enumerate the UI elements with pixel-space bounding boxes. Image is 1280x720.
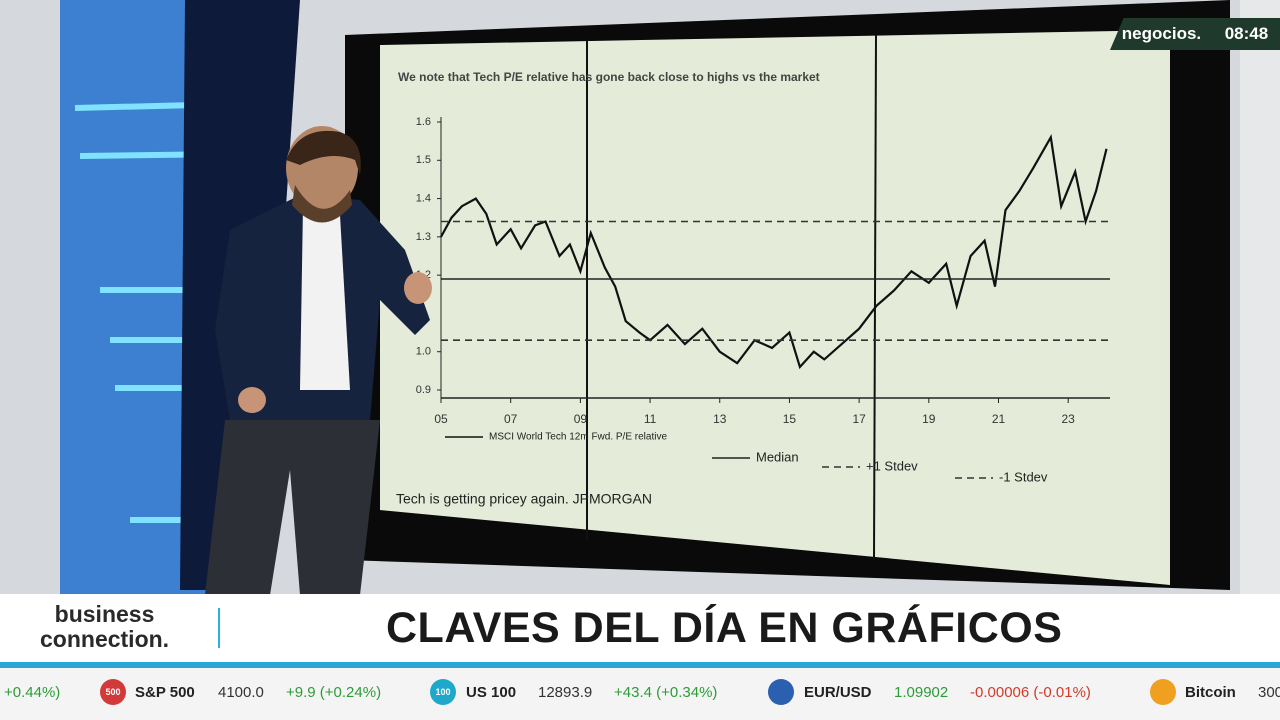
- screen-display: [380, 30, 1170, 585]
- ticker-price: 300: [1258, 684, 1280, 701]
- market-ticker: +0.44%) 500 S&P 500 4100.0 +9.9 (+0.24%)…: [0, 668, 1280, 720]
- separator: [218, 608, 220, 648]
- studio-wall: [1240, 0, 1280, 600]
- ticker-price: 12893.9: [538, 684, 593, 701]
- accent-bar: [0, 662, 1280, 668]
- ticker-badge: [768, 679, 794, 705]
- chart-title: We note that Tech P/E relative has gone …: [398, 70, 820, 84]
- channel-name: negocios.: [1121, 24, 1202, 43]
- channel-bug: negocios. 08:48: [1110, 18, 1280, 50]
- brand-line: business: [54, 601, 155, 627]
- legend-label: Median: [756, 449, 799, 464]
- legend-label: -1 Stdev: [999, 469, 1048, 484]
- ticker-change: +9.9 (+0.24%): [286, 684, 382, 701]
- screen-chart: We note that Tech P/E relative has gone …: [396, 70, 1110, 507]
- legend-label: +1 Stdev: [866, 458, 918, 473]
- x-tick-label: 13: [713, 412, 727, 426]
- y-tick-label: 0.9: [416, 384, 431, 396]
- ticker-change: +43.4 (+0.34%): [614, 684, 718, 701]
- x-tick-label: 19: [922, 412, 936, 426]
- screen-seam: [873, 34, 877, 561]
- x-tick-label: 09: [574, 412, 588, 426]
- ticker-name: Bitcoin: [1185, 684, 1236, 701]
- ticker-name: US 100: [466, 684, 517, 701]
- ticker-name: S&P 500: [135, 684, 195, 701]
- x-tick-label: 21: [992, 412, 1006, 426]
- presenter: [205, 126, 432, 595]
- ticker-change: -0.00006 (-0.01%): [970, 684, 1091, 701]
- y-tick-label: 1.6: [416, 116, 431, 128]
- ticker-price: 4100.0: [218, 684, 264, 701]
- ticker-change: +0.44%): [4, 684, 61, 701]
- legend-label: MSCI World Tech 12m Fwd. P/E relative: [489, 432, 667, 443]
- x-tick-label: 17: [852, 412, 866, 426]
- y-tick-label: 1.5: [416, 154, 431, 166]
- x-tick-label: 15: [783, 412, 797, 426]
- x-tick-label: 11: [644, 412, 657, 426]
- y-tick-label: 1.0: [416, 346, 431, 358]
- ticker-badge: [1150, 679, 1176, 705]
- x-tick-label: 05: [434, 412, 448, 426]
- ticker-price: 1.09902: [894, 684, 949, 701]
- brand-logo: business connection.: [40, 602, 169, 652]
- brand-line: connection.: [40, 626, 170, 652]
- ticker-name: EUR/USD: [804, 684, 872, 701]
- ticker-badge: 100: [430, 679, 456, 705]
- y-tick-label: 1.4: [416, 192, 431, 204]
- x-tick-label: 07: [504, 412, 518, 426]
- series-line: [440, 134, 1108, 370]
- lower-third: business connection. CLAVES DEL DÍA EN G…: [0, 594, 1280, 662]
- clock: 08:48: [1224, 24, 1269, 43]
- x-tick-label: 23: [1062, 412, 1076, 426]
- headline: CLAVES DEL DÍA EN GRÁFICOS: [386, 604, 1063, 652]
- y-tick-label: 1.3: [416, 231, 431, 243]
- ticker-badge: 500: [100, 679, 126, 705]
- chart-note: Tech is getting pricey again. JPMORGAN: [396, 491, 652, 507]
